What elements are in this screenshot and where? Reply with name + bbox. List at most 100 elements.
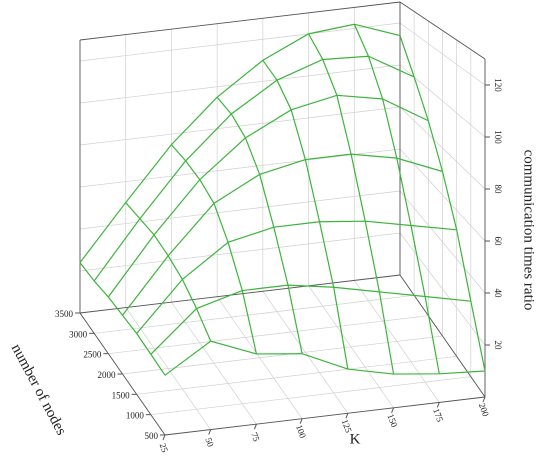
surface-column-line: [413, 76, 429, 121]
x-tick-label: 50: [203, 436, 216, 448]
wall-grid-line: [79, 190, 401, 230]
floor-grid-line: [108, 315, 429, 355]
surface-column-line: [199, 179, 215, 204]
surface-row-line: [107, 94, 429, 298]
floor-grid-line: [94, 294, 415, 334]
y-tick-label: 3000: [69, 329, 88, 339]
surface-column-line: [290, 109, 306, 160]
x-axis-label: K: [350, 431, 361, 447]
x-tick-label: 25: [158, 442, 171, 454]
surface-column-line: [122, 314, 138, 334]
wall-grid-line: [399, 22, 486, 86]
surface-column-line: [470, 301, 486, 372]
surface-column-line: [273, 227, 289, 286]
z-axis-label: communication times ratio: [521, 150, 537, 311]
surface-column-line: [213, 203, 229, 243]
surface-row-line: [79, 23, 401, 263]
axis-edge: [399, 1, 486, 60]
surface-column-line: [150, 353, 166, 376]
surface-column-line: [216, 96, 232, 115]
surface-column-line: [79, 262, 95, 282]
wall-grid-line: [79, 22, 401, 62]
surface-column-line: [367, 56, 384, 100]
wall-grid-line: [399, 190, 486, 294]
x-tick-label: 75: [249, 431, 262, 443]
z-tick-label: 100: [493, 130, 503, 144]
x-tick-label: 125: [340, 418, 354, 435]
x-tick-label: 100: [294, 423, 308, 440]
x-tick: [253, 423, 257, 430]
z-tick-label: 20: [493, 341, 503, 351]
surface-column-line: [185, 160, 201, 180]
surface-column-line: [276, 79, 292, 111]
wall-grid-line: [399, 106, 486, 190]
surface-column-line: [336, 95, 352, 155]
surface-column-line: [322, 59, 338, 96]
z-tick-label: 80: [493, 185, 503, 195]
x-tick: [299, 418, 303, 424]
surface-column-line: [170, 144, 187, 162]
surface-column-line: [456, 229, 472, 302]
x-tick: [482, 396, 486, 403]
surface-column-line: [333, 287, 349, 370]
x-tick-label: 200: [477, 402, 491, 419]
surface-column-line: [153, 234, 169, 257]
x-tick-label: 150: [385, 412, 399, 429]
floor-grid-line: [136, 355, 457, 395]
surface-row-line: [136, 220, 457, 334]
surface-column-line: [410, 225, 426, 297]
surface-column-line: [107, 296, 123, 316]
surface-row-line: [93, 55, 415, 282]
surface-column-line: [353, 23, 370, 57]
floor-grid-line: [150, 376, 471, 416]
surface-column-line: [350, 154, 366, 222]
x-tick: [162, 434, 166, 441]
surface-column-line: [427, 120, 444, 172]
surface-column-line: [125, 202, 141, 220]
surface-column-line: [378, 291, 395, 375]
floor-grid-line: [122, 335, 443, 375]
surface-row-line: [150, 284, 471, 355]
y-tick-label: 500: [145, 431, 159, 441]
wall-grid-line: [79, 148, 401, 188]
surface-column-line: [441, 171, 458, 230]
axis-edge: [164, 396, 486, 436]
surface-column-line: [399, 35, 415, 78]
x-tick-label: 175: [431, 407, 445, 424]
x-tick: [391, 407, 395, 414]
surface-column-line: [167, 255, 183, 280]
surface-column-line: [259, 174, 275, 228]
wall-grid-line: [79, 64, 401, 104]
surface-column-line: [262, 59, 278, 81]
y-axis-label: number of nodes: [8, 341, 70, 438]
y-tick-label: 2500: [83, 350, 102, 360]
z-tick-label: 60: [493, 237, 503, 247]
x-tick: [345, 413, 349, 419]
surface-column-line: [230, 113, 246, 139]
y-tick-label: 2000: [98, 370, 117, 380]
z-tick-label: 40: [493, 289, 503, 299]
axis-edge: [79, 274, 401, 314]
surface-column-line: [287, 285, 303, 354]
surface-column-line: [181, 279, 198, 309]
surface-column-line: [136, 333, 152, 355]
y-tick-label: 1000: [126, 411, 145, 421]
surface-column-line: [308, 33, 324, 60]
surface-column-line: [195, 308, 212, 342]
surface-row-line: [164, 340, 486, 376]
y-tick-label: 1500: [112, 390, 131, 400]
surface-column-line: [93, 280, 109, 298]
axis-edge: [79, 1, 401, 41]
wall-grid-line: [399, 148, 486, 242]
surface-column-line: [227, 242, 243, 291]
surface-column-line: [304, 159, 321, 222]
surface-column-line: [318, 221, 335, 288]
y-tick-label: 3500: [55, 309, 74, 319]
z-tick-label: 120: [493, 78, 503, 92]
surface-column-line: [139, 218, 155, 236]
surface-column-line: [364, 221, 380, 293]
surface-column-line: [424, 296, 440, 374]
surface-column-line: [241, 290, 258, 355]
wall-grid-line: [399, 232, 486, 346]
